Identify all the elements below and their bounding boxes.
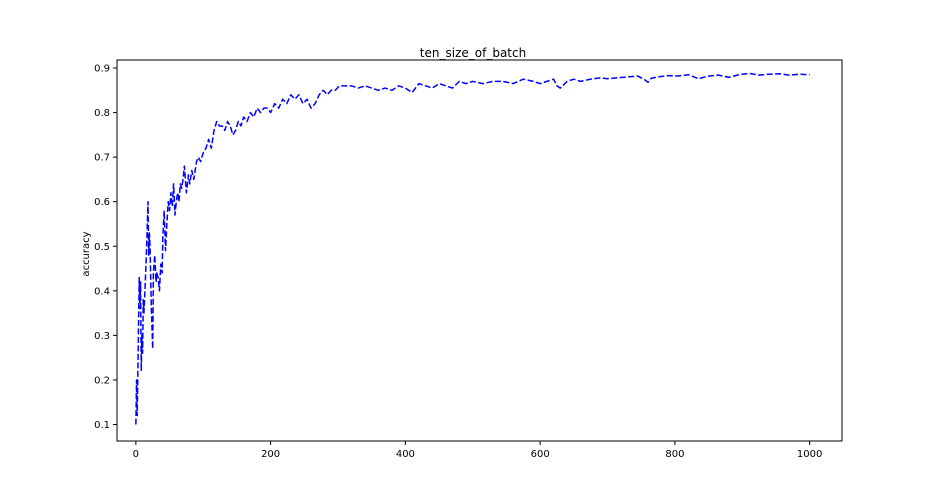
y-axis-ticks: 0.1 0.2 0.3 0.4 0.5 0.6 0.7 0.8 0.9 (94, 64, 117, 431)
y-tick-label: 0.6 (94, 197, 110, 208)
x-tick-label: 200 (261, 449, 280, 460)
y-axis-label: accuracy (81, 231, 92, 276)
y-tick-label: 0.9 (94, 64, 110, 75)
plot-frame (116, 59, 843, 442)
x-axis-ticks: 0 200 400 600 800 1000 (133, 441, 822, 460)
y-tick-label: 0.7 (94, 153, 110, 164)
x-tick-label: 600 (531, 449, 550, 460)
x-tick-label: 0 (133, 449, 139, 460)
y-tick-label: 0.2 (94, 375, 110, 386)
accuracy-series-line (135, 72, 810, 425)
y-tick-label: 0.4 (94, 286, 110, 297)
x-tick-label: 1000 (797, 449, 822, 460)
y-tick-label: 0.3 (94, 331, 110, 342)
x-tick-label: 400 (396, 449, 415, 460)
y-tick-label: 0.8 (94, 108, 110, 119)
y-tick-label: 0.5 (94, 242, 110, 253)
y-tick-label: 0.1 (94, 420, 110, 431)
x-tick-label: 800 (665, 449, 684, 460)
chart-title: ten_size_of_batch (420, 46, 526, 60)
